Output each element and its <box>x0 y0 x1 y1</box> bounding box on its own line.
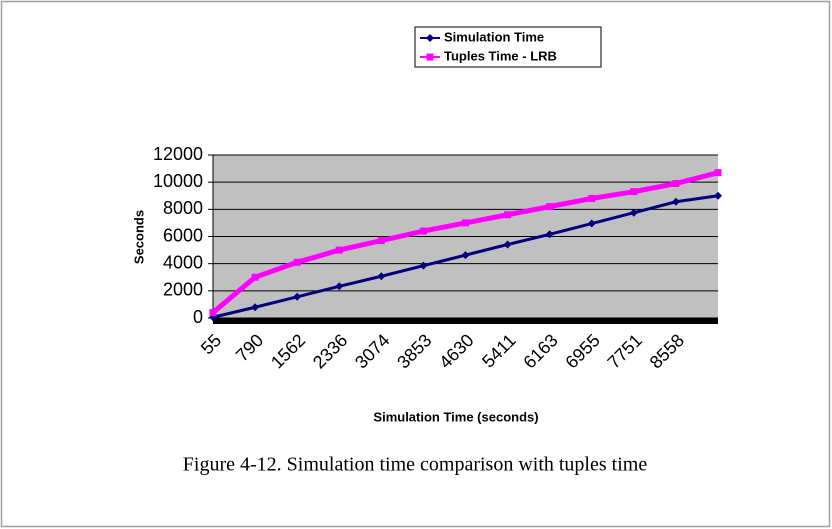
x-axis <box>213 318 718 324</box>
marker <box>588 194 596 202</box>
marker <box>462 219 469 227</box>
caption: Figure 4-12. Simulation time comparison … <box>183 454 648 476</box>
marker <box>251 273 259 281</box>
marker <box>377 237 385 245</box>
marker <box>504 211 512 219</box>
y-tick-label: 2000 <box>163 280 203 300</box>
marker <box>335 246 343 254</box>
marker <box>671 197 680 206</box>
marker <box>335 282 344 291</box>
marker <box>293 258 301 266</box>
y-tick-label: 0 <box>193 307 203 327</box>
legend-label: Simulation Time <box>444 29 544 44</box>
y-tick-label: 6000 <box>163 225 203 245</box>
x-axis-label: Simulation Time (seconds) <box>373 409 538 424</box>
marker <box>426 53 434 61</box>
marker <box>629 208 638 217</box>
marker <box>419 261 428 270</box>
marker <box>714 191 722 200</box>
marker <box>209 309 217 317</box>
marker <box>587 219 596 228</box>
marker <box>377 272 386 281</box>
marker <box>545 230 554 239</box>
marker <box>251 303 260 312</box>
marker <box>426 34 434 42</box>
y-tick-label: 8000 <box>163 198 203 218</box>
marker <box>672 180 680 188</box>
marker <box>546 203 554 211</box>
marker <box>714 169 722 177</box>
legend-label: Tuples Time - LRB <box>444 48 557 63</box>
y-axis-label: Seconds <box>131 210 146 264</box>
y-tick-label: 4000 <box>163 252 203 272</box>
y-tick-label: 12000 <box>153 144 203 164</box>
marker <box>419 227 427 235</box>
marker <box>461 251 470 260</box>
marker <box>293 292 302 301</box>
marker <box>503 240 512 249</box>
y-tick-label: 10000 <box>153 171 203 191</box>
legend-box <box>414 26 602 68</box>
marker <box>630 188 638 196</box>
